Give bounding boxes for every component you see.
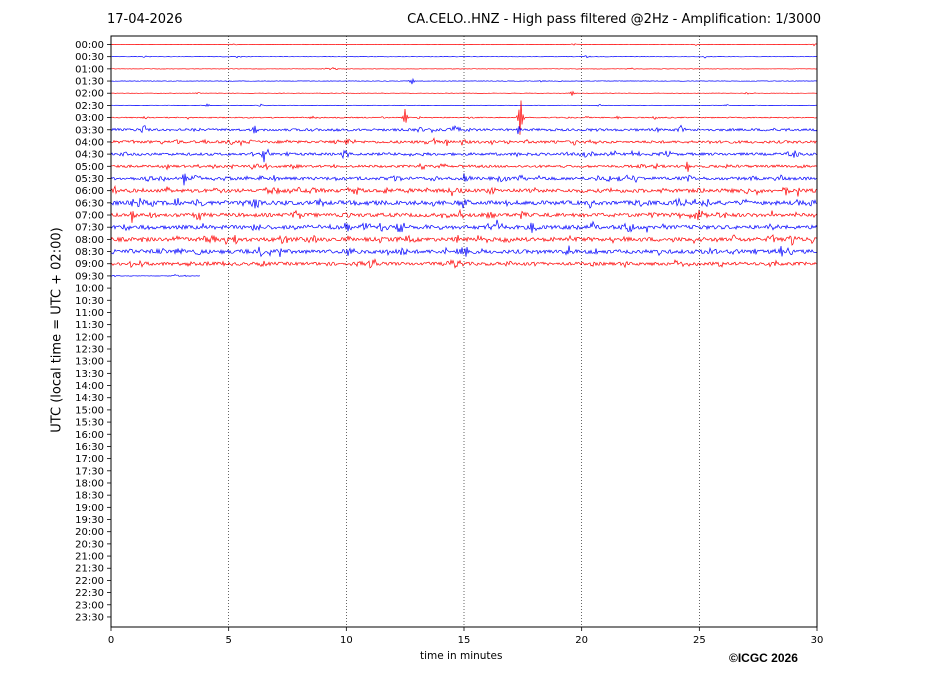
- y-tick-label: 12:00: [75, 332, 104, 343]
- x-axis-label: time in minutes: [420, 650, 503, 662]
- chart-title: CA.CELO..HNZ - High pass filtered @2Hz -…: [407, 12, 821, 27]
- y-tick-label: 17:30: [75, 466, 104, 477]
- y-tick-label: 08:30: [75, 247, 104, 258]
- y-tick-label: 05:30: [75, 174, 104, 185]
- y-tick-label: 15:00: [75, 405, 104, 416]
- y-tick-label: 11:30: [75, 320, 104, 331]
- y-tick-label: 02:30: [75, 101, 104, 112]
- y-tick-label: 04:00: [75, 137, 104, 148]
- y-tick-label: 16:00: [75, 430, 104, 441]
- y-tick-label: 22:00: [75, 576, 104, 587]
- x-axis-ticks: 0 5 10 15 20 25 30: [108, 627, 824, 646]
- y-tick-label: 03:30: [75, 125, 104, 136]
- trace-0500: [110, 161, 818, 172]
- y-tick-label: 11:00: [75, 308, 104, 319]
- trace-0930: [110, 274, 201, 278]
- trace-0000: [110, 43, 818, 47]
- x-tick-label: 10: [340, 635, 353, 646]
- x-tick-label: 20: [575, 635, 588, 646]
- y-tick-label: 14:00: [75, 381, 104, 392]
- y-tick-label: 07:00: [75, 211, 104, 222]
- y-axis-label: UTC (local time = UTC + 02:00): [49, 227, 65, 433]
- trace-0730: [110, 219, 818, 233]
- x-tick-label: 5: [225, 635, 231, 646]
- y-tick-label: 23:00: [75, 600, 104, 611]
- y-tick-label: 14:30: [75, 393, 104, 404]
- y-tick-label: 10:00: [75, 284, 104, 295]
- x-grid-lines: [228, 36, 700, 627]
- plot-frame: [110, 35, 818, 628]
- y-tick-label: 02:00: [75, 89, 104, 100]
- y-tick-label: 07:30: [75, 223, 104, 234]
- y-tick-label: 16:30: [75, 442, 104, 453]
- y-tick-label: 01:30: [75, 77, 104, 88]
- y-tick-label: 21:00: [75, 552, 104, 563]
- y-tick-label: 05:00: [75, 162, 104, 173]
- y-tick-label: 01:00: [75, 64, 104, 75]
- y-tick-label: 04:30: [75, 150, 104, 161]
- y-tick-label: 17:00: [75, 454, 104, 465]
- date-label: 17-04-2026: [107, 12, 183, 27]
- x-tick-label: 0: [108, 635, 114, 646]
- trace-0030: [110, 55, 818, 59]
- y-tick-label: 18:00: [75, 478, 104, 489]
- y-tick-label: 13:30: [75, 369, 104, 380]
- y-tick-label: 23:30: [75, 612, 104, 623]
- y-tick-label: 08:00: [75, 235, 104, 246]
- y-tick-label: 15:30: [75, 418, 104, 429]
- y-tick-label: 12:30: [75, 345, 104, 356]
- y-tick-label: 19:30: [75, 515, 104, 526]
- trace-0430: [110, 148, 818, 163]
- y-tick-label: 06:00: [75, 186, 104, 197]
- y-tick-label: 22:30: [75, 588, 104, 599]
- trace-0900: [110, 258, 818, 269]
- y-tick-label: 10:30: [75, 296, 104, 307]
- trace-0630: [110, 197, 818, 209]
- y-tick-label: 00:00: [75, 40, 104, 51]
- y-tick-label: 09:00: [75, 259, 104, 270]
- x-tick-label: 25: [693, 635, 706, 646]
- y-tick-label: 06:30: [75, 198, 104, 209]
- y-tick-label: 20:00: [75, 527, 104, 538]
- y-tick-label: 19:00: [75, 503, 104, 514]
- y-tick-label: 03:00: [75, 113, 104, 124]
- y-tick-label: 20:30: [75, 539, 104, 550]
- y-tick-label: 18:30: [75, 491, 104, 502]
- copyright-label: ©ICGC 2026: [729, 651, 798, 665]
- y-tick-label: 09:30: [75, 271, 104, 282]
- trace-0600: [110, 184, 818, 197]
- trace-0800: [110, 234, 818, 246]
- y-tick-label: 13:00: [75, 357, 104, 368]
- x-tick-label: 30: [811, 635, 824, 646]
- y-tick-label: 21:30: [75, 564, 104, 575]
- x-tick-label: 15: [458, 635, 471, 646]
- trace-0100: [110, 67, 818, 71]
- y-tick-label: 00:30: [75, 52, 104, 63]
